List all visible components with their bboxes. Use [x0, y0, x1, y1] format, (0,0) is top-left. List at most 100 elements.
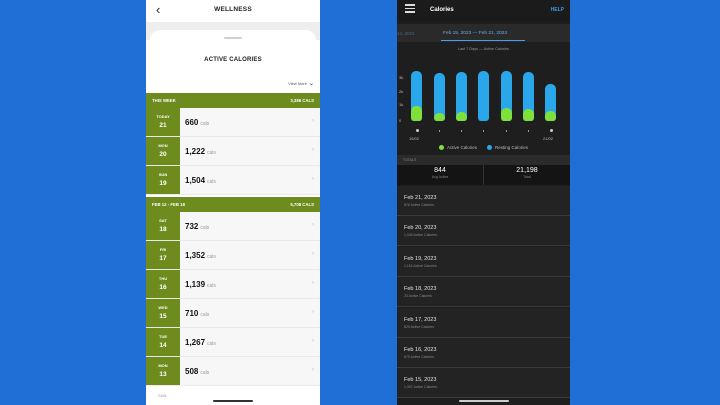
- list-item[interactable]: FRI 17 1,352 cals ›: [146, 241, 320, 270]
- calorie-value: 1,352: [185, 251, 206, 260]
- list-item[interactable]: THU 16 1,139 cals ›: [146, 270, 320, 299]
- calorie-unit: cals: [207, 283, 216, 289]
- calories-screen: Calories HELP 14, 2023 Feb 15, 2023 — Fe…: [397, 0, 570, 405]
- day-name: FRI: [159, 247, 167, 252]
- bar-active[interactable]: [434, 112, 445, 121]
- bar-resting[interactable]: [411, 71, 422, 121]
- value-cell: [180, 241, 320, 269]
- y-tick-label: 3k: [399, 75, 404, 80]
- x-tick-marker: [505, 130, 507, 132]
- partial-day-label: SUN: [158, 393, 167, 398]
- list-item[interactable]: Feb 20, 2023 1,043 Active Calories: [397, 216, 570, 247]
- sheet-drag-handle[interactable]: [224, 37, 242, 39]
- day-active-calories: 876 Active Calories: [404, 203, 434, 207]
- day-active-calories: 1,307 Active Calories: [404, 385, 437, 390]
- day-date: 18: [159, 226, 167, 233]
- value-cell: [180, 357, 320, 385]
- calorie-value: 1,267: [185, 338, 206, 347]
- bar-resting[interactable]: [545, 84, 556, 121]
- bar-resting[interactable]: [456, 72, 467, 121]
- list-item[interactable]: TUE 14 1,267 cals ›: [146, 328, 320, 357]
- calorie-unit: cals: [207, 254, 216, 260]
- day-date: 13: [159, 371, 167, 378]
- date-range-selector[interactable]: 14, 2023 Feb 15, 2023 — Feb 21, 2023: [397, 24, 570, 42]
- value-cell: [180, 299, 320, 327]
- bar-resting[interactable]: [478, 71, 489, 121]
- calorie-unit: cals: [200, 121, 210, 127]
- y-tick-label: 1k: [399, 102, 404, 107]
- help-button[interactable]: HELP: [550, 7, 564, 13]
- list-item[interactable]: TODAY 21 660 cals ›: [146, 108, 320, 137]
- day-badge: WED 15: [146, 299, 180, 327]
- list-item[interactable]: Feb 17, 2023 820 Active Calories: [397, 307, 570, 338]
- home-indicator: [213, 400, 253, 402]
- x-tick-marker: [482, 130, 484, 132]
- calorie-value-wrap: 1,504 cals: [185, 176, 216, 185]
- day-badge: MON 13: [146, 357, 180, 385]
- menu-icon[interactable]: [405, 4, 415, 15]
- x-tick-label: 21/02: [543, 136, 554, 141]
- back-arrow-icon[interactable]: ‹: [156, 2, 161, 17]
- week-total: 5,708 CALS: [290, 202, 314, 207]
- day-date: Feb 18, 2023: [404, 286, 437, 293]
- bar-active[interactable]: [545, 110, 556, 121]
- day-badge: TUE 14: [146, 328, 180, 356]
- x-tick-marker: [460, 130, 462, 132]
- calories-topbar: Calories HELP: [397, 0, 570, 22]
- legend-label: Resting Calories: [495, 145, 529, 150]
- home-indicator: [458, 400, 509, 402]
- chevron-right-icon: ›: [312, 338, 314, 344]
- view-more-label: View More: [288, 81, 307, 86]
- day-name: TODAY: [156, 114, 170, 119]
- list-item[interactable]: Feb 21, 2023 876 Active Calories: [397, 186, 570, 216]
- bar-resting[interactable]: [434, 73, 445, 121]
- value-cell: [180, 270, 320, 298]
- legend-swatch-resting: [487, 145, 492, 150]
- totals-avg: 844 Avg Active: [397, 165, 484, 185]
- day-date: Feb 16, 2023: [404, 347, 437, 353]
- totals-label: Avg Active: [431, 175, 449, 179]
- value-cell: [180, 108, 320, 136]
- day-date: 15: [159, 313, 167, 320]
- day-name: SUN: [158, 172, 168, 177]
- bar-resting[interactable]: [501, 71, 512, 121]
- list-item[interactable]: MON 20 1,222 cals ›: [146, 137, 320, 166]
- bar-active[interactable]: [411, 106, 422, 121]
- list-item[interactable]: SAT 18 732 cals ›: [146, 212, 320, 241]
- current-range-label[interactable]: Feb 15, 2023 — Feb 21, 2023: [443, 31, 508, 36]
- day-date: Feb 17, 2023: [404, 316, 437, 323]
- bar-active[interactable]: [501, 108, 512, 121]
- day-name: TUE: [159, 334, 167, 339]
- day-active-calories: 820 Active Calories: [404, 324, 434, 329]
- list-item[interactable]: Feb 16, 2023 675 Active Calories: [397, 338, 570, 368]
- bar-active[interactable]: [523, 108, 534, 121]
- value-cell: [180, 328, 320, 356]
- list-item[interactable]: Feb 19, 2023 1,116 Active Calories: [397, 246, 570, 277]
- calorie-value: 1,222: [185, 147, 206, 156]
- calorie-unit: cals: [207, 179, 216, 185]
- chevron-right-icon: ›: [312, 118, 314, 124]
- prev-range-label[interactable]: 14, 2023: [397, 31, 415, 36]
- list-item[interactable]: MON 13 508 cals ›: [146, 357, 320, 386]
- totals-row: 844 Avg Active 21,198 Total: [397, 165, 570, 185]
- calorie-unit: cals: [200, 370, 210, 376]
- wellness-topbar: ‹ WELLNESS: [146, 0, 320, 22]
- calorie-value-wrap: 660 cals: [185, 118, 209, 127]
- legend-item-active: Active Calories: [438, 145, 477, 150]
- chart-legend: Active Calories Resting Calories: [397, 145, 570, 150]
- bar-active[interactable]: [456, 111, 467, 121]
- list-item[interactable]: SUN 19 1,504 cals ›: [146, 166, 320, 195]
- calorie-value-wrap: 508 cals: [185, 367, 209, 376]
- calorie-unit: cals: [200, 225, 210, 231]
- bar-resting[interactable]: [523, 72, 534, 121]
- totals-value: 844: [434, 167, 446, 174]
- list-item[interactable]: Feb 15, 2023 1,307 Active Calories: [397, 368, 570, 399]
- totals-total: 21,198 Total: [484, 165, 570, 185]
- legend-item-resting: Resting Calories: [487, 145, 528, 150]
- list-item[interactable]: Feb 18, 2023 23 Active Calories: [397, 277, 570, 308]
- list-item[interactable]: WED 15 710 cals ›: [146, 299, 320, 328]
- day-badge: SAT 18: [146, 212, 180, 240]
- view-more-button[interactable]: View More ⌄: [288, 80, 314, 87]
- value-cell: [180, 137, 320, 165]
- week-label: FEB 12 - FEB 18: [152, 202, 185, 207]
